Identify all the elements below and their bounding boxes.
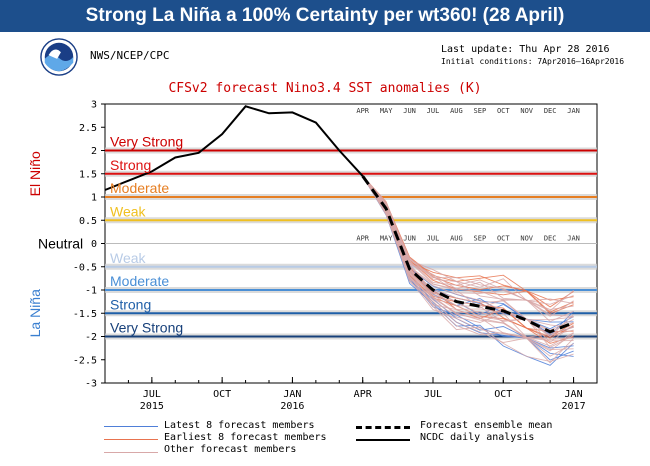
- forecast-month-label-lower: APR: [356, 235, 369, 243]
- x-tick-label: JAN: [283, 389, 301, 400]
- y-tick-label: -1.5: [73, 309, 97, 320]
- x-tick-label: JUL: [143, 389, 161, 400]
- forecast-month-label-lower: NOV: [520, 235, 533, 243]
- forecast-month-label-upper: APR: [356, 107, 369, 115]
- x-year-label: 2017: [562, 401, 586, 412]
- y-tick-label: 3: [91, 100, 97, 111]
- la-nina-label: La Niña: [27, 289, 43, 337]
- forecast-month-label-lower: OCT: [497, 235, 510, 243]
- threshold-label: Very Strong: [110, 134, 183, 150]
- forecast-month-label-lower: MAY: [380, 235, 393, 243]
- agency-label: NWS/NCEP/CPC: [90, 49, 170, 62]
- threshold-label: Weak: [110, 250, 147, 266]
- forecast-month-label-lower: JUN: [403, 235, 416, 243]
- forecast-month-label-upper: NOV: [520, 107, 533, 115]
- forecast-month-label-upper: DEC: [544, 107, 557, 115]
- plot-title: CFSv2 forecast Nino3.4 SST anomalies (K): [168, 81, 482, 96]
- y-tick-label: -2.5: [73, 355, 97, 366]
- member-line: [362, 175, 574, 366]
- last-update: Last update: Thu Apr 28 2016: [441, 44, 610, 55]
- y-tick-label: -2: [85, 332, 97, 343]
- forecast-month-label-lower: JAN: [567, 235, 580, 243]
- y-tick-label: -0.5: [73, 262, 97, 273]
- threshold-label: Very Strong: [110, 320, 183, 336]
- banner-title: Strong La Niña a 100% Certainty per wt36…: [0, 0, 650, 32]
- forecast-month-label-upper: OCT: [497, 107, 510, 115]
- el-nino-label: El Niño: [27, 151, 43, 196]
- noaa-logo-icon: [40, 38, 78, 76]
- forecast-month-label-upper: JUL: [427, 107, 440, 115]
- forecast-month-label-upper: JAN: [567, 107, 580, 115]
- member-line: [362, 175, 574, 305]
- x-year-label: 2015: [140, 401, 164, 412]
- threshold-label: Moderate: [110, 180, 169, 196]
- y-tick-label: -1: [85, 286, 97, 297]
- forecast-month-label-lower: DEC: [544, 235, 557, 243]
- ensemble-mean-line: [361, 175, 575, 334]
- y-tick-label: 1.5: [79, 169, 97, 180]
- y-tick-label: 0.5: [79, 216, 97, 227]
- y-tick-label: 2: [91, 146, 97, 157]
- y-tick-label: 1: [91, 193, 97, 204]
- x-tick-label: OCT: [213, 389, 231, 400]
- forecast-month-label-lower: AUG: [450, 235, 463, 243]
- forecast-month-label-upper: JUN: [403, 107, 416, 115]
- forecast-month-label-upper: SEP: [474, 107, 487, 115]
- threshold-label: Strong: [110, 296, 151, 312]
- y-tick-label: 2.5: [79, 123, 97, 134]
- forecast-month-label-lower: JUL: [427, 235, 440, 243]
- forecast-month-label-upper: MAY: [380, 107, 393, 115]
- neutral-label: Neutral: [38, 236, 83, 252]
- initial-conditions: Initial conditions: 7Apr2016–16Apr2016: [441, 57, 625, 66]
- threshold-label: Moderate: [110, 273, 169, 289]
- y-tick-label: -3: [85, 379, 97, 390]
- member-line: [362, 175, 574, 352]
- member-line: [362, 175, 574, 305]
- threshold-label: Strong: [110, 157, 151, 173]
- ncdc-analysis-line: [104, 105, 364, 191]
- x-year-label: 2016: [280, 401, 304, 412]
- y-tick-label: 0: [91, 239, 97, 250]
- member-line: [362, 175, 574, 364]
- forecast-month-label-lower: SEP: [474, 235, 487, 243]
- x-tick-label: OCT: [494, 389, 512, 400]
- forecast-month-label-upper: AUG: [450, 107, 463, 115]
- x-tick-label: JUL: [424, 389, 442, 400]
- threshold-label: Weak: [110, 203, 147, 219]
- x-tick-label: APR: [354, 389, 373, 400]
- x-tick-label: JAN: [565, 389, 583, 400]
